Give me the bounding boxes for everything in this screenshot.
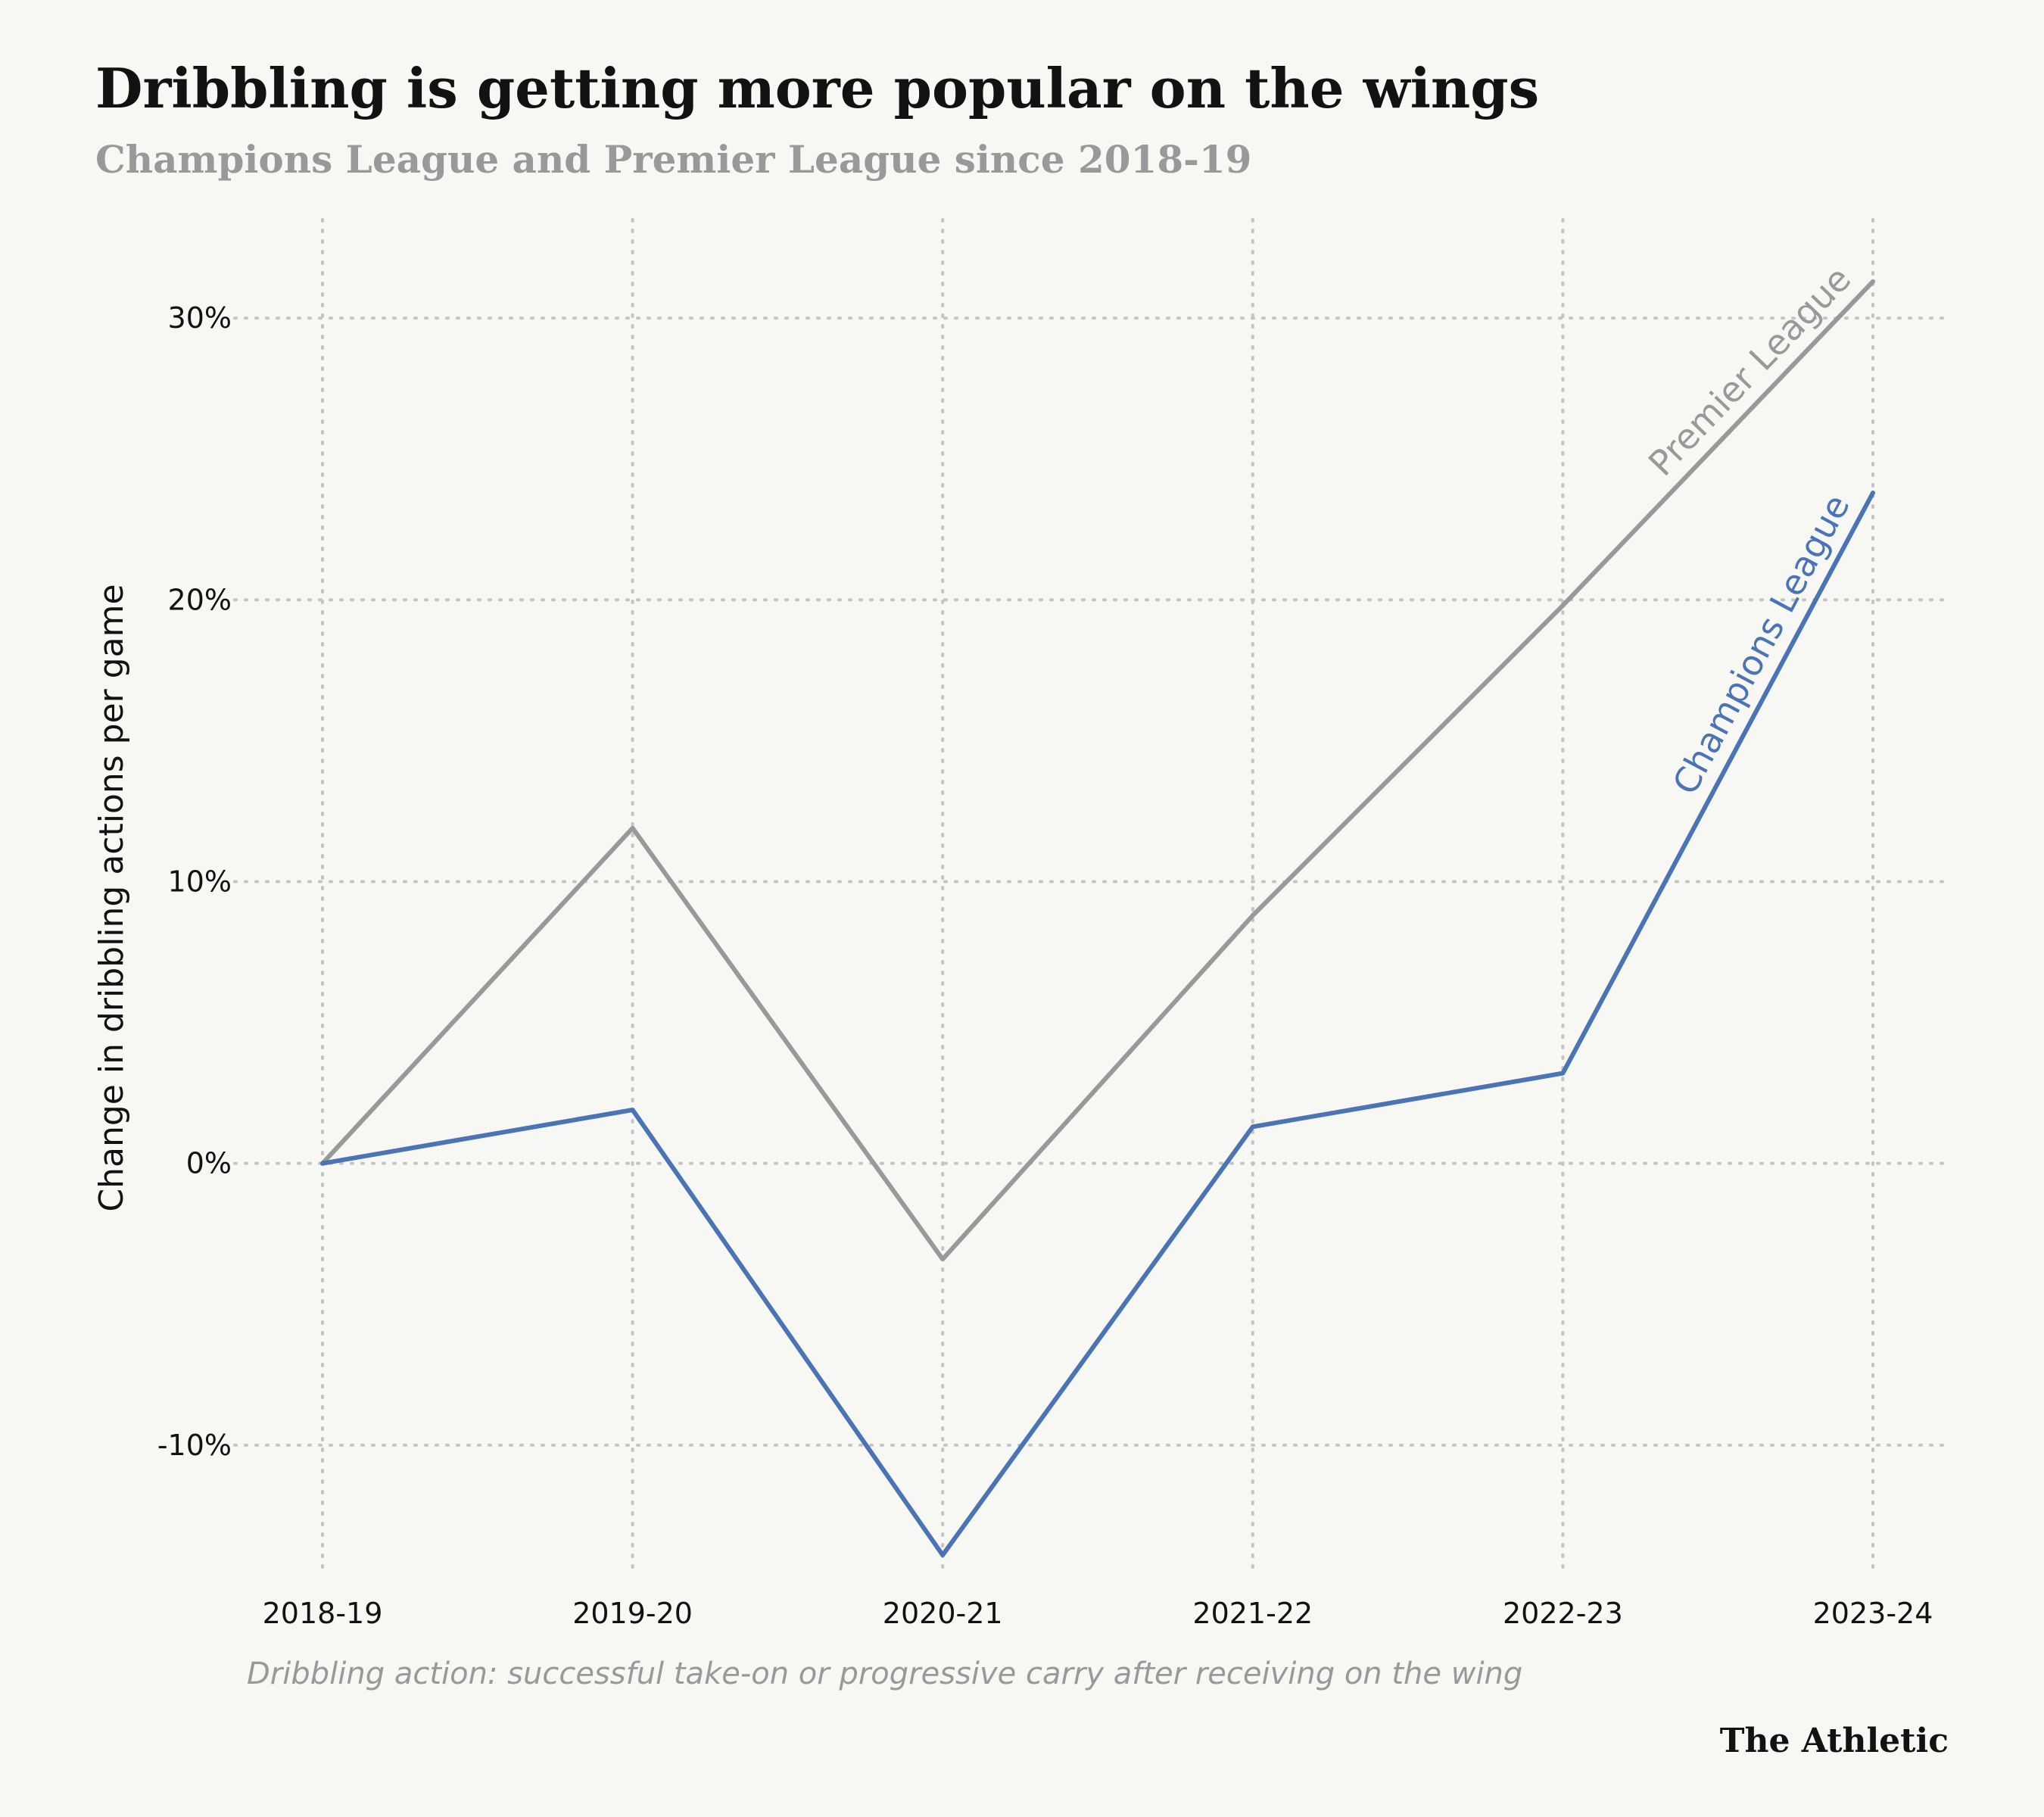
- y-tick-label: 30%: [168, 301, 232, 335]
- y-tick-label: 20%: [168, 583, 232, 616]
- x-tick-label: 2020-21: [883, 1597, 1003, 1630]
- champions-league-label: Champions League: [1665, 488, 1858, 801]
- y-axis-label: Change in dribbling actions per game: [92, 584, 131, 1211]
- y-tick-label: -10%: [157, 1429, 232, 1462]
- y-tick-label: 0%: [186, 1147, 232, 1180]
- series-lines: [320, 279, 1875, 1557]
- grid: [233, 218, 1950, 1576]
- premier-league-label: Premier League: [1640, 258, 1859, 484]
- x-axis-ticks: 2018-19 2019-20 2020-21 2021-22 2022-23 2023-…: [263, 1597, 1933, 1630]
- x-tick-label: 2021-22: [1192, 1597, 1313, 1630]
- x-tick-label: 2018-19: [263, 1597, 383, 1630]
- x-tick-label: 2019-20: [572, 1597, 693, 1630]
- y-tick-label: 10%: [168, 865, 232, 899]
- premier-league-line: [320, 279, 1875, 1262]
- champions-league-line: [320, 491, 1875, 1557]
- x-tick-label: 2023-24: [1813, 1597, 1933, 1630]
- y-axis-ticks: -10% 0% 10% 20% 30%: [157, 301, 232, 1462]
- x-tick-label: 2022-23: [1503, 1597, 1623, 1630]
- chart-title: Dribbling is getting more popular on the…: [95, 56, 1539, 120]
- brand-logo: The Athletic: [1720, 1722, 1949, 1760]
- chart-note: Dribbling action: successful take-on or …: [247, 1656, 1522, 1691]
- chart-subtitle: Champions League and Premier League sinc…: [95, 137, 1251, 182]
